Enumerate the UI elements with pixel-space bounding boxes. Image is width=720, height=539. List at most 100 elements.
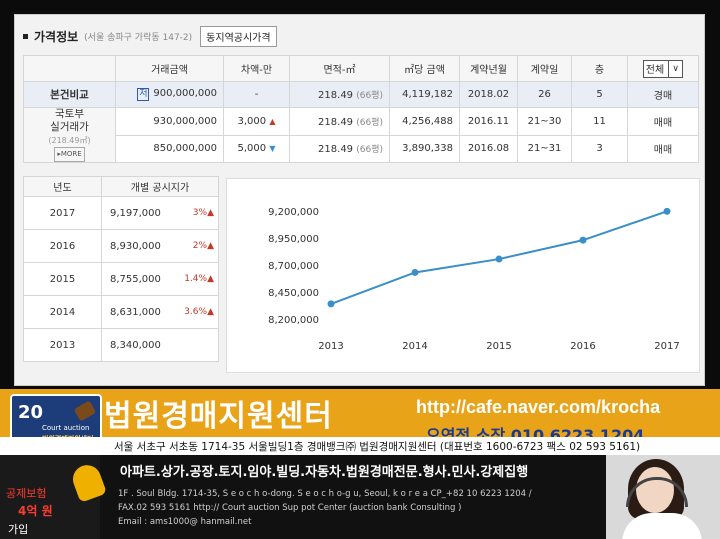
price-cell: 저 900,000,000 [115,81,224,108]
group-label-1: 국토부 [55,108,84,120]
floor-cell: 11 [571,107,628,136]
land-price-chart: 8,200,000 8,450,000 8,700,000 8,950,000 9,20… [226,178,700,373]
pyeong-value: (66평) [356,145,383,156]
insurance-label: 공제보험 [6,487,47,500]
header-floor: 층 [571,55,628,82]
year-cell: 2014 [23,295,102,329]
services-list: 아파트.상가.공장.토지.임야.빌딩.자동차.법원경매전문.형사.민사.강제집행 [120,465,529,480]
header-year-month: 계약년월 [459,55,518,82]
more-arrow-icon: ▸ [57,150,61,158]
header-blank [23,55,116,82]
line-chart-svg: 8,200,000 8,450,000 8,700,000 8,950,000 9,20… [268,207,680,352]
type-cell: 매매 [627,107,699,136]
insurance-amount: 4억 원 [18,504,53,518]
y-tick-label: 8,200,000 [268,315,319,326]
table-row: 2017 9,197,000 3%▲ [23,196,219,230]
floor-cell: 3 [571,134,628,163]
header-per-m2: ㎡당 금액 [389,55,460,82]
price-cell: 850,000,000 [115,134,224,163]
table-header-row: 거래금액 차액-만 면적-㎡ ㎡당 금액 계약년월 계약일 층 전체 ∨ [23,55,699,82]
land-price-table: 년도 개별 공시지가 2017 9,197,000 3%▲ 2016 8,930,00… [23,176,219,362]
type-filter-select[interactable]: 전체 ∨ [642,59,684,78]
area-value: 218.49 [318,90,354,101]
transaction-table: 거래금액 차액-만 면적-㎡ ㎡당 금액 계약년월 계약일 층 전체 ∨ 본건비… [23,55,699,163]
area-value: 218.49 [318,116,354,128]
header-area: 면적-㎡ [289,55,390,82]
land-price-value: 9,197,000 [110,207,161,219]
insurance-joined: 가입 [8,523,29,536]
footer-email-line: Email : ams1000@ hanmail.net [118,517,252,527]
district-price-button[interactable]: 동지역공시가격 [200,25,277,47]
land-price-value: 8,340,000 [110,339,161,351]
year-cell: 2017 [23,196,102,230]
floor-cell: 5 [571,81,628,108]
price-info-panel: 가격정보 (서울 송파구 가락동 147-2) 동지역공시가격 거래금액 차액-… [14,14,705,386]
type-cell: 경매 [627,81,699,108]
year-month-cell: 2018.02 [459,81,518,108]
diff-value: 3,000 [237,115,267,127]
value-cell: 8,340,000 [101,328,219,362]
header-diff: 차액-만 [223,55,290,82]
more-button[interactable]: ▸MORE [54,147,85,162]
value-cell: 8,631,000 3.6%▲ [101,295,219,329]
x-tick-label: 2015 [486,341,511,352]
y-tick-label: 9,200,000 [268,207,319,218]
table-row: 2016 8,930,000 2%▲ [23,229,219,263]
panel-title: 가격정보 [34,29,79,44]
table-row: 2015 8,755,000 1.4%▲ [23,262,219,296]
footer-area [0,455,720,539]
day-cell: 21~31 [517,134,572,163]
y-tick-label: 8,950,000 [268,234,319,245]
x-tick-label: 2013 [318,341,343,352]
value-cell: 8,930,000 2%▲ [101,229,219,263]
panel-subtitle: (서울 송파구 가락동 147-2) [84,32,193,43]
y-tick-label: 8,700,000 [268,261,319,272]
header-price: 거래금액 [115,55,224,82]
data-point [327,300,335,308]
gavel-icon [73,400,97,422]
logo-text: Court auction [42,424,90,432]
header-year: 년도 [23,176,102,197]
banner-url-link[interactable]: http://cafe.naver.com/krocha [416,397,661,417]
land-price-value: 8,631,000 [110,306,161,318]
per-m2-cell: 4,256,488 [389,107,460,136]
x-tick-label: 2014 [402,341,427,352]
address-bar [0,437,720,455]
price-value: 900,000,000 [153,88,217,99]
area-cell: 218.49 (66평) [289,107,390,136]
data-point [495,255,503,263]
y-tick-label: 8,450,000 [268,288,319,299]
x-tick-label: 2017 [654,341,679,352]
header-day: 계약일 [517,55,572,82]
day-cell: 26 [517,81,572,108]
header-land-price: 개별 공시지가 [101,176,219,197]
header-filter: 전체 ∨ [627,55,699,82]
change-pct: 3%▲ [192,208,214,218]
chevron-down-icon[interactable]: ∨ [668,60,682,77]
change-pct: 3.6%▲ [184,307,214,317]
table-row: 본건비교 저 900,000,000 - 218.49 (66평) 4,119,1… [23,81,699,108]
down-arrow-icon: ▼ [269,144,276,154]
more-label: MORE [60,150,82,158]
pyeong-value: (66평) [356,91,383,101]
year-cell: 2013 [23,328,102,362]
type-cell: 매매 [627,134,699,163]
table-row: 850,000,000 5,000 ▼ 218.49 (66평) 3,890,3… [24,134,699,163]
diff-cell: 5,000 ▼ [223,134,290,163]
footer-address-line: 1F . Soul Bldg. 1714-35, S e o c h o-don… [118,489,532,499]
area-value: 218.49 [318,144,354,156]
per-m2-cell: 3,890,338 [389,134,460,163]
day-cell: 21~30 [517,107,572,136]
value-cell: 8,755,000 1.4%▲ [101,262,219,296]
group-label-2: 실거래가 [50,121,89,133]
data-point [411,268,419,276]
year-month-cell: 2016.11 [459,107,518,136]
x-tick-label: 2016 [570,341,595,352]
row-label-molit: 국토부 실거래가 (218.49㎡) ▸MORE [23,107,116,163]
panel-header: 가격정보 (서울 송파구 가락동 147-2) 동지역공시가격 [23,25,277,47]
diff-cell: 3,000 ▲ [223,107,290,136]
pyeong-value: (66평) [356,117,383,128]
consultant-photo [606,455,720,539]
footer-fax-line: FAX.02 593 5161 http:// Court auction Su… [118,503,462,513]
banner-title: 법원경매지원센터 [104,399,333,434]
